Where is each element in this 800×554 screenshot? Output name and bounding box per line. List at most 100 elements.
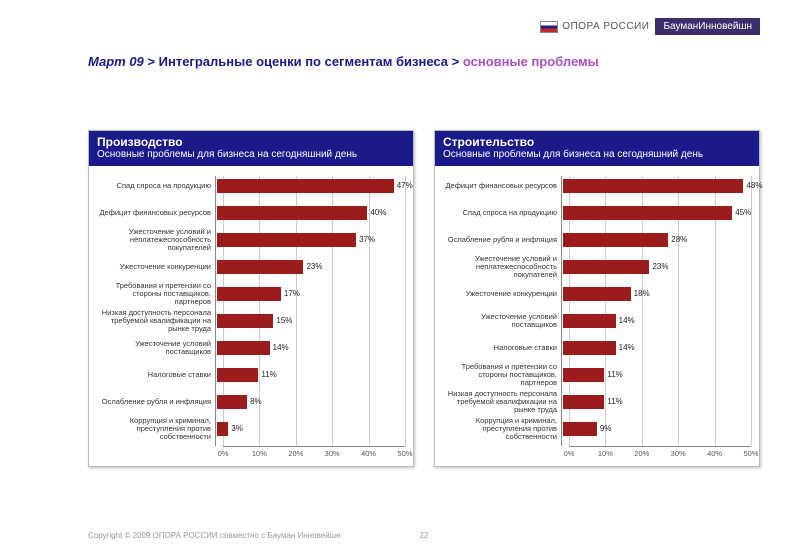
row-label: Ослабление рубля и инфляция (97, 398, 217, 406)
bar-zone: 8% (217, 395, 405, 409)
bar-zone: 3% (217, 422, 405, 436)
chart-row: Коррупция и криминал, преступления проти… (443, 419, 751, 439)
bar-value-label: 3% (228, 422, 243, 436)
bar-value-label: 17% (281, 287, 300, 301)
chart-row: Спад спроса на продукцию47% (97, 176, 405, 196)
chart-body: Дефицит финансовых ресурсов48%Спад спрос… (435, 166, 759, 466)
bar-zone: 37% (217, 233, 405, 247)
bar-value-label: 47% (394, 179, 413, 193)
chart-row: Ужесточение условий и неплатежеспособнос… (443, 257, 751, 277)
row-label: Требования и претензии со стороны постав… (443, 363, 563, 387)
bar-zone: 47% (217, 179, 405, 193)
bar (563, 206, 732, 220)
x-axis: 0%10%20%30%40%50% (569, 446, 751, 460)
flag-icon (540, 21, 558, 33)
bar (217, 260, 303, 274)
logo-opora: ОПОРА РОССИИ (534, 19, 655, 35)
bar-value-label: 37% (356, 233, 375, 247)
bar (217, 179, 394, 193)
x-tick: 0% (218, 449, 229, 458)
row-label: Ужесточение конкуренции (97, 263, 217, 271)
chart-row: Ужесточение условий поставщиков 14% (443, 311, 751, 331)
bar-value-label: 11% (604, 395, 622, 409)
bar-zone: 23% (563, 260, 751, 274)
bar-zone: 14% (217, 341, 405, 355)
row-label: Ужесточение условий поставщиков (443, 313, 563, 329)
chart-rows: Дефицит финансовых ресурсов48% Спад спрос… (443, 176, 751, 439)
bar (217, 233, 356, 247)
bar-zone: 45% (563, 206, 751, 220)
logo-area: ОПОРА РОССИИ БауманИнновейшн (534, 18, 760, 35)
row-label: Спад спроса на продукцию (443, 209, 563, 217)
chart-row: Ужесточение конкуренции18% (443, 284, 751, 304)
chart-row: Ужесточение условий и неплатежеспособнос… (97, 230, 405, 250)
logo-bauman: БауманИнновейшн (655, 18, 760, 35)
row-label: Спад спроса на продукцию (97, 182, 217, 190)
bar-value-label: 14% (270, 341, 289, 355)
row-label: Налоговые ставки (443, 344, 563, 352)
row-label: Ужесточение условий и неплатежеспособнос… (443, 255, 563, 279)
bar-zone: 14% (563, 314, 751, 328)
bar-value-label: 8% (247, 395, 262, 409)
breadcrumb-sep-1: > (147, 54, 155, 69)
bar-zone: 23% (217, 260, 405, 274)
bar (563, 341, 616, 355)
bar-zone: 17% (217, 287, 405, 301)
bar (217, 341, 270, 355)
x-tick: 20% (288, 449, 303, 458)
row-label: Низкая доступность персонала требуемой к… (443, 390, 563, 414)
chart-row: Коррупция и криминал, преступления проти… (97, 419, 405, 439)
bar (563, 260, 649, 274)
bar-value-label: 23% (649, 260, 668, 274)
row-label: Низкая доступность персонала требуемой к… (97, 309, 217, 333)
x-tick: 30% (671, 449, 686, 458)
bar-value-label: 15% (273, 314, 292, 328)
bar (563, 395, 604, 409)
row-label: Налоговые ставки (97, 371, 217, 379)
chart-body: Спад спроса на продукцию47%Дефицит финан… (89, 166, 413, 466)
x-tick: 10% (598, 449, 613, 458)
bar-zone: 15% (217, 314, 405, 328)
breadcrumb-middle: Интегральные оценки по сегментам бизнеса (159, 54, 448, 69)
chart-row: Ужесточение конкуренции23% (97, 257, 405, 277)
bar (217, 395, 247, 409)
panel-title: Строительство (443, 135, 751, 149)
bar (563, 287, 631, 301)
bar-zone: 11% (563, 368, 751, 382)
footer: Copyright © 2009 ОПОРА РОССИИ совместно … (88, 531, 760, 540)
x-tick: 0% (564, 449, 575, 458)
x-tick: 20% (634, 449, 649, 458)
bar-value-label: 48% (743, 179, 762, 193)
chart-row: Дефицит финансовых ресурсов48% (443, 176, 751, 196)
bar-value-label: 11% (604, 368, 622, 382)
grid-line (405, 176, 406, 446)
bar-zone: 48% (563, 179, 751, 193)
bar-zone: 14% (563, 341, 751, 355)
row-label: Ужесточение условий поставщиков (97, 340, 217, 356)
row-label: Дефицит финансовых ресурсов (443, 182, 563, 190)
bar (563, 422, 597, 436)
logo-opora-text: ОПОРА РОССИИ (562, 21, 649, 32)
row-label: Коррупция и криминал, преступления проти… (97, 417, 217, 441)
bar (217, 206, 367, 220)
bar (563, 233, 668, 247)
bar-value-label: 11% (258, 368, 276, 382)
bar (563, 368, 604, 382)
row-label: Ослабление рубля и инфляция (443, 236, 563, 244)
bar (217, 368, 258, 382)
page-number: 22 (420, 531, 429, 540)
panel-production: Производство Основные проблемы для бизне… (88, 130, 414, 467)
x-tick: 30% (325, 449, 340, 458)
x-tick: 40% (707, 449, 722, 458)
bar (563, 179, 743, 193)
x-axis: 0%10%20%30%40%50% (223, 446, 405, 460)
chart-rows: Спад спроса на продукцию47% Дефицит финан… (97, 176, 405, 439)
bar (217, 287, 281, 301)
panel-subtitle: Основные проблемы для бизнеса на сегодня… (443, 149, 751, 160)
x-tick: 40% (361, 449, 376, 458)
row-label: Ужесточение условий и неплатежеспособнос… (97, 228, 217, 252)
bar-zone: 28% (563, 233, 751, 247)
bar-zone: 9% (563, 422, 751, 436)
row-label: Дефицит финансовых ресурсов (97, 209, 217, 217)
bar-value-label: 14% (616, 314, 635, 328)
